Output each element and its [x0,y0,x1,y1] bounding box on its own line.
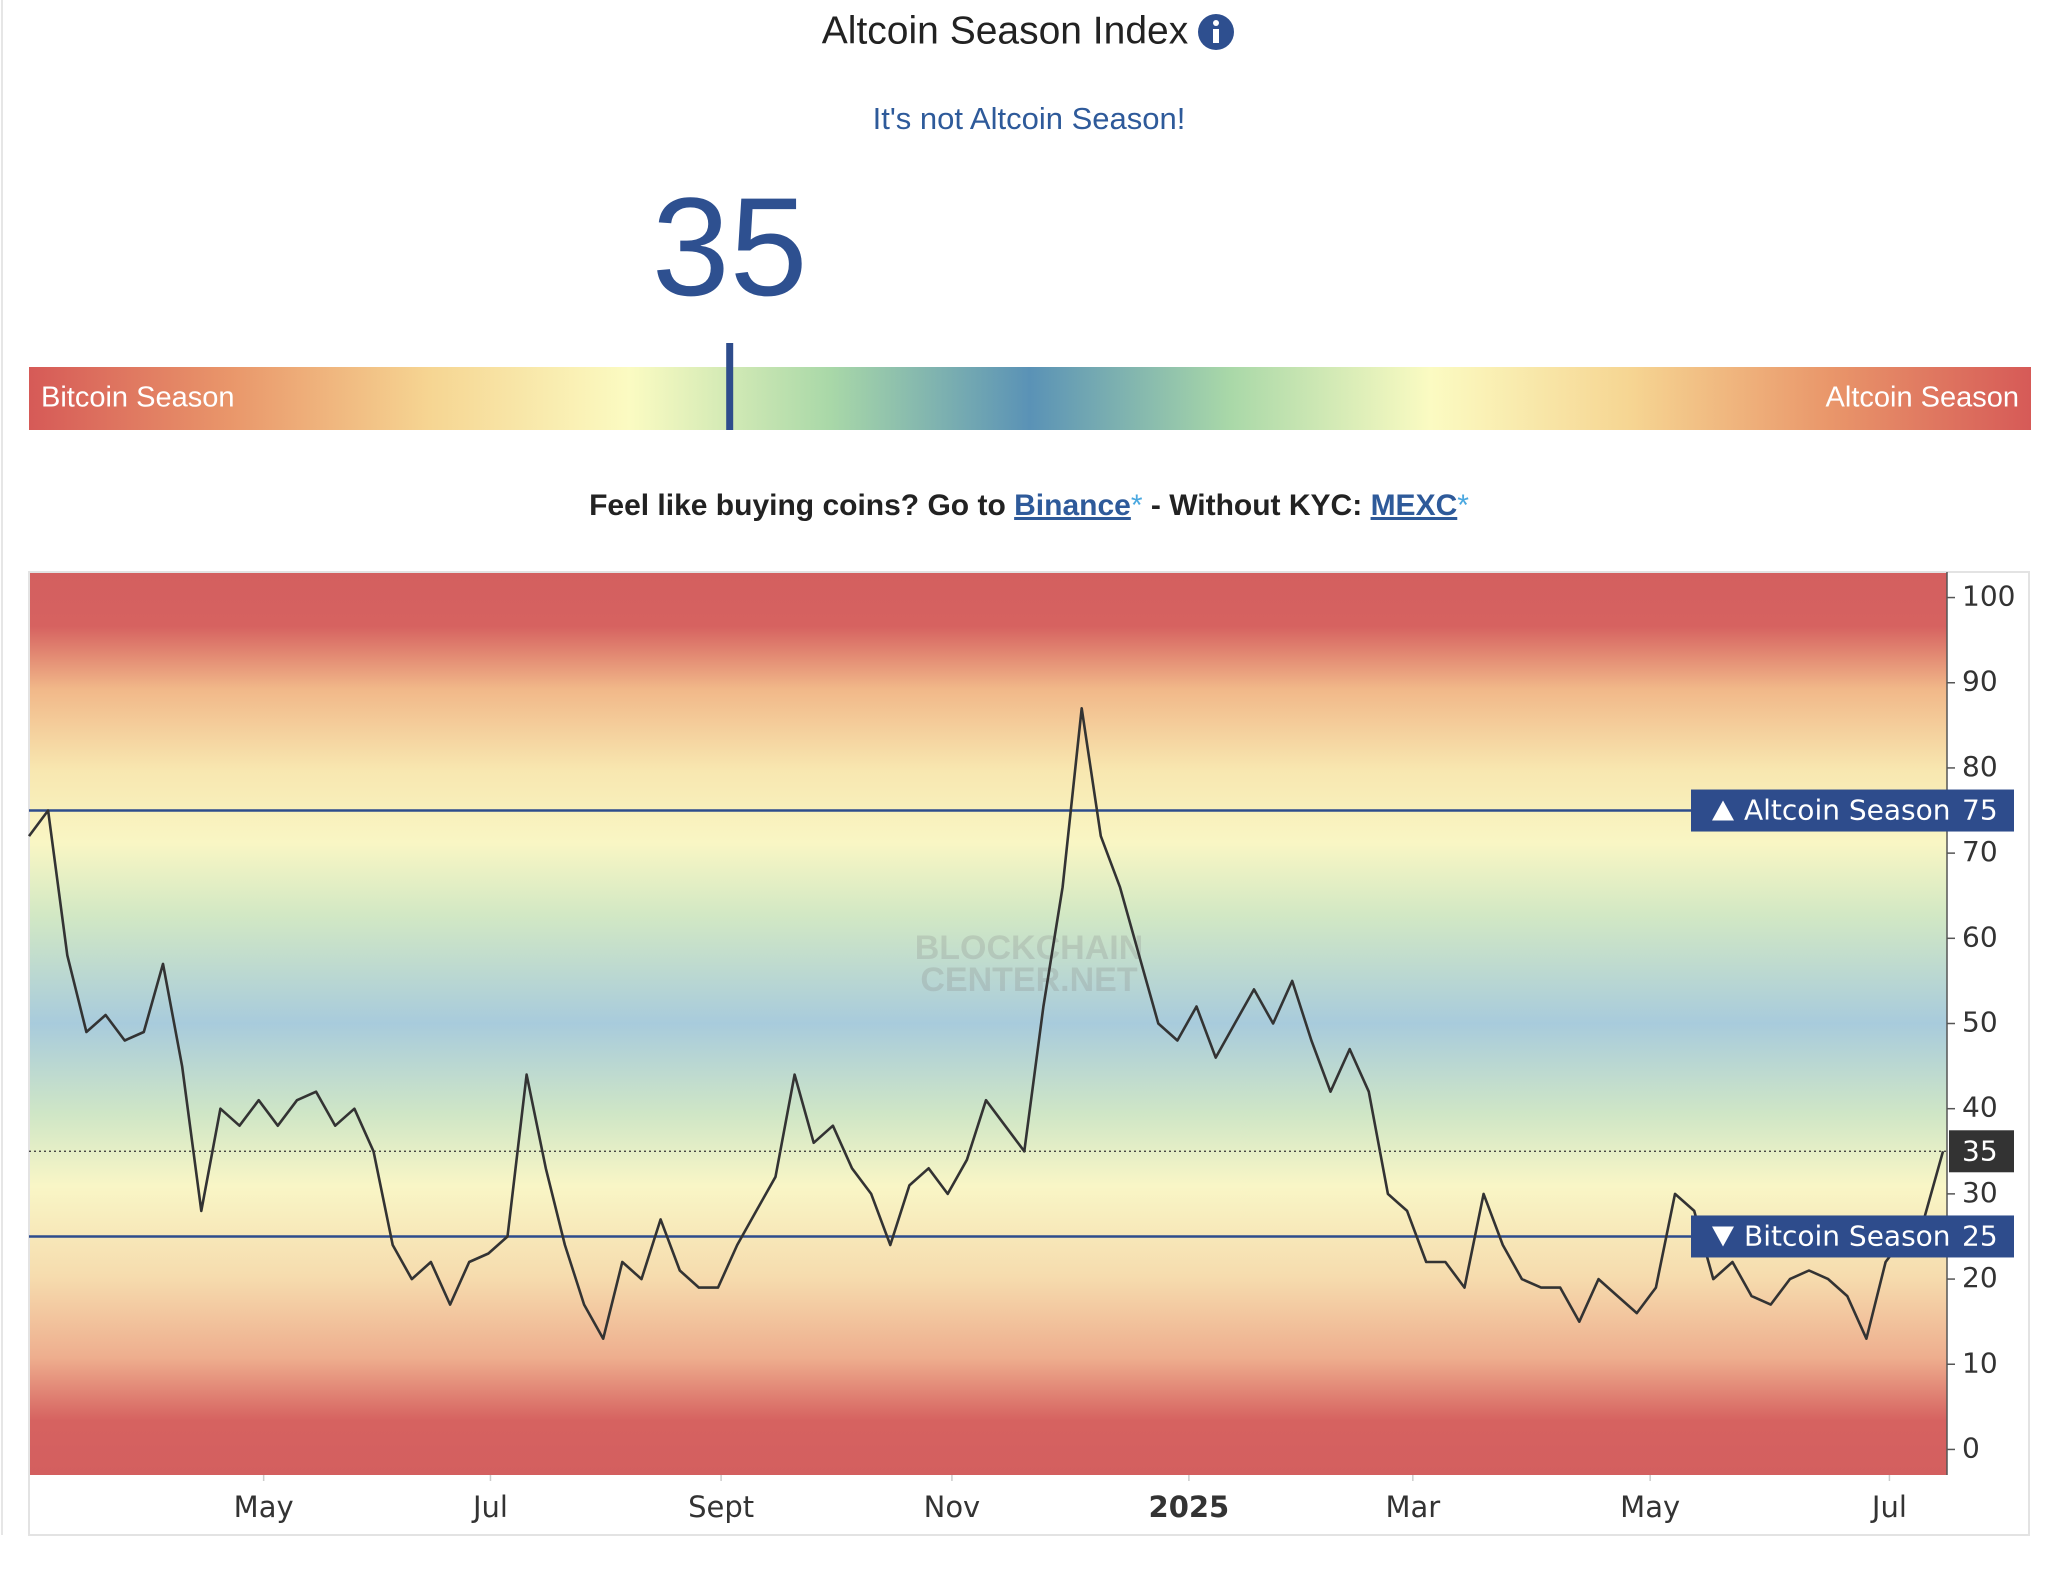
index-line [27,707,1945,1340]
y-tick-label: 80 [1962,750,1998,783]
asterisk: * [1131,489,1143,522]
subtitle: It's not Altcoin Season! [873,101,1186,136]
gauge-bar [29,367,2031,430]
y-tick-label: 40 [1962,1091,1998,1124]
promo-text: - Without KYC: [1151,489,1362,522]
y-tick-label: 0 [1962,1431,1980,1464]
info-icon[interactable] [1198,14,1234,50]
reference-label-box [1691,1215,2014,1258]
x-tick-label: Jul [471,1490,508,1524]
gauge-right-label: Altcoin Season [1826,382,2019,414]
x-tick-label: Mar [1385,1490,1440,1524]
reference-label: Altcoin Season [1744,794,1951,827]
x-tick-label: Jul [1870,1490,1907,1524]
y-tick-label: 70 [1962,835,1998,868]
watermark: CENTER.NET [920,961,1137,999]
reference-label: Bitcoin Season [1744,1219,1951,1252]
x-tick-label: May [234,1490,294,1524]
current-value: 35 [652,168,808,325]
reference-value: 25 [1962,1219,1998,1252]
binance-link[interactable]: Binance [1014,489,1131,522]
reference-arrow [1712,800,1734,821]
reference-value: 75 [1962,794,1998,827]
y-tick-label: 50 [1962,1006,1998,1039]
reference-arrow [1712,1226,1734,1247]
gauge-marker [726,343,734,430]
plot-background [29,572,1947,1475]
y-tick-label: 20 [1962,1261,1998,1294]
reference-label-box [1691,789,2014,832]
x-tick-label: Nov [924,1490,981,1524]
y-tick-label: 100 [1962,580,2015,613]
gauge-left-label: Bitcoin Season [41,382,234,414]
current-axis-label: 35 [1962,1134,1998,1167]
y-tick-label: 30 [1962,1176,1998,1209]
watermark: BLOCKCHAIN [915,929,1144,967]
x-tick-label: May [1620,1490,1680,1524]
promo-text: Feel like buying coins? Go to [589,489,1006,522]
y-tick-label: 90 [1962,665,1998,698]
promo: Feel like buying coins? Go to Binance* -… [589,489,1469,522]
title: Altcoin Season Index [822,9,1189,52]
y-tick-label: 10 [1962,1346,1998,1379]
current-box [1949,1130,2014,1173]
asterisk: * [1457,489,1469,522]
x-tick-label: 2025 [1149,1490,1230,1524]
mexc-link[interactable]: MEXC [1371,489,1458,522]
chart-frame [28,571,2030,1536]
y-tick-label: 60 [1962,920,1998,953]
x-tick-label: Sept [688,1490,754,1524]
